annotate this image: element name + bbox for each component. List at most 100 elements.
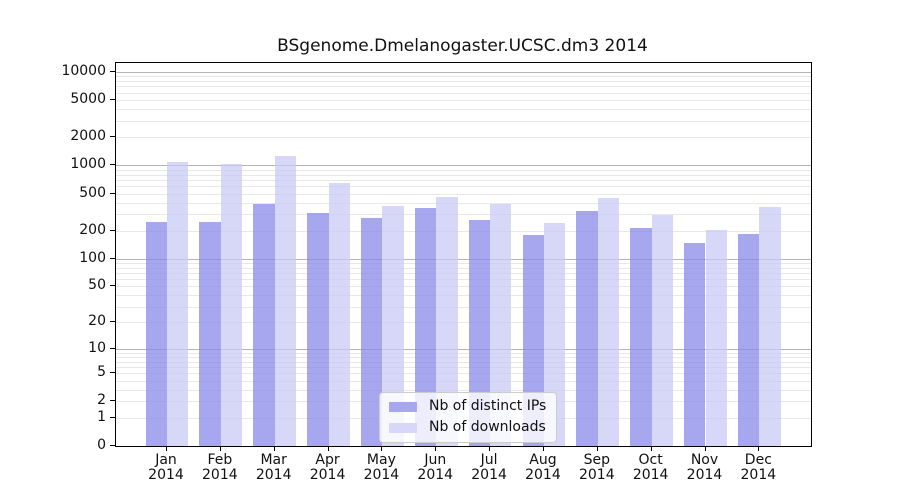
bar-distinct-ips-jun xyxy=(414,208,437,446)
bar-distinct-ips-jan xyxy=(145,221,167,446)
gridline-300 xyxy=(116,214,811,216)
y-tick-label-5000: 5000 xyxy=(70,91,106,108)
x-tick-mark-12 xyxy=(758,446,760,451)
bar-downloads-jun xyxy=(436,196,458,446)
x-tick-mark-5 xyxy=(381,446,383,451)
gridline-400 xyxy=(116,202,811,204)
chart-title: BSgenome.Dmelanogaster.UCSC.dm3 2014 xyxy=(277,36,648,56)
bar-distinct-ips-jul xyxy=(468,220,491,446)
x-tick-mark-10 xyxy=(650,446,652,451)
legend: Nb of distinct IPs Nb of downloads xyxy=(379,392,558,443)
gridline-2000 xyxy=(116,137,811,139)
x-tick-label-2: Feb 2014 xyxy=(202,452,238,483)
y-tick-label-1000: 1000 xyxy=(70,156,106,173)
y-tick-mark-10000 xyxy=(110,70,115,72)
bar-downloads-jan xyxy=(167,162,189,446)
y-tick-mark-200 xyxy=(110,229,115,231)
y-tick-mark-100 xyxy=(110,257,115,259)
y-tick-label-10000: 10000 xyxy=(61,62,106,79)
y-tick-mark-5000 xyxy=(110,99,115,101)
bar-downloads-nov xyxy=(705,230,727,446)
bar-downloads-jul xyxy=(490,204,512,446)
x-tick-label-6: Jun 2014 xyxy=(417,452,454,483)
y-tick-label-100: 100 xyxy=(79,249,106,266)
x-tick-label-7: Jul 2014 xyxy=(471,452,507,483)
gridline-50 xyxy=(116,286,811,288)
gridline-7 xyxy=(116,361,811,363)
y-tick-label-0: 0 xyxy=(97,437,106,453)
gridline-4000 xyxy=(116,109,811,111)
gridline-4 xyxy=(116,380,811,382)
gridline-100 xyxy=(116,258,811,260)
bar-downloads-dec xyxy=(759,206,781,446)
y-tick-mark-5 xyxy=(110,372,115,374)
x-tick-mark-6 xyxy=(435,446,437,451)
gridline-9 xyxy=(116,352,811,354)
gridline-80 xyxy=(116,267,811,269)
x-tick-label-9: Sep 2014 xyxy=(578,452,615,483)
gridline-10 xyxy=(116,348,811,350)
x-tick-mark-7 xyxy=(489,446,491,451)
bar-downloads-apr xyxy=(328,182,350,446)
legend-entry-downloads: Nb of downloads xyxy=(389,419,546,436)
gridline-5000 xyxy=(116,100,811,102)
bar-distinct-ips-nov xyxy=(684,242,706,446)
x-tick-label-4: Apr 2014 xyxy=(309,452,346,483)
gridline-70 xyxy=(116,272,811,274)
y-tick-label-50: 50 xyxy=(88,277,106,294)
y-tick-label-5: 5 xyxy=(97,364,106,381)
x-tick-mark-8 xyxy=(542,446,544,451)
bar-distinct-ips-sep xyxy=(576,210,598,446)
x-tick-label-1: Jan 2014 xyxy=(148,452,184,483)
gridline-600 xyxy=(116,186,811,188)
y-tick-mark-2000 xyxy=(110,136,115,138)
x-tick-label-10: Oct 2014 xyxy=(632,452,669,483)
gridline-5 xyxy=(116,373,811,375)
y-tick-label-200: 200 xyxy=(79,221,106,238)
gridline-8 xyxy=(116,356,811,358)
y-tick-mark-10 xyxy=(110,347,115,349)
y-tick-mark-1000 xyxy=(110,164,115,166)
gridline-1000 xyxy=(116,165,811,167)
y-tick-mark-50 xyxy=(110,285,115,287)
bar-distinct-ips-may xyxy=(361,218,383,446)
bar-downloads-aug xyxy=(543,222,566,446)
x-tick-mark-2 xyxy=(219,446,221,451)
x-tick-mark-3 xyxy=(273,446,275,451)
y-tick-label-10: 10 xyxy=(88,339,106,356)
gridline-40 xyxy=(116,295,811,297)
gridline-6 xyxy=(116,366,811,368)
bar-distinct-ips-oct xyxy=(630,228,652,446)
y-tick-label-20: 20 xyxy=(88,313,106,330)
y-tick-mark-20 xyxy=(110,321,115,323)
gridline-500 xyxy=(116,193,811,195)
gridline-800 xyxy=(116,174,811,176)
gridline-30 xyxy=(116,306,811,308)
y-tick-mark-2 xyxy=(110,400,115,402)
bar-downloads-may xyxy=(382,205,404,446)
bar-downloads-oct xyxy=(651,214,674,446)
x-tick-label-5: May 2014 xyxy=(363,452,400,483)
legend-label-distinct-ips: Nb of distinct IPs xyxy=(429,398,547,414)
legend-label-downloads: Nb of downloads xyxy=(429,419,546,435)
bar-distinct-ips-apr xyxy=(307,212,329,446)
gridline-7000 xyxy=(116,86,811,88)
bar-downloads-mar xyxy=(274,156,297,446)
bar-downloads-sep xyxy=(597,198,620,446)
y-tick-mark-1 xyxy=(110,416,115,418)
x-tick-label-3: Mar 2014 xyxy=(255,452,292,483)
legend-swatch-distinct-ips xyxy=(389,401,417,412)
gridline-9000 xyxy=(116,76,811,78)
gridline-700 xyxy=(116,179,811,181)
bar-distinct-ips-dec xyxy=(737,234,760,446)
x-tick-mark-11 xyxy=(704,446,706,451)
bar-distinct-ips-mar xyxy=(253,204,275,446)
gridline-900 xyxy=(116,169,811,171)
legend-entry-distinct-ips: Nb of distinct IPs xyxy=(389,398,546,415)
bar-downloads-feb xyxy=(220,164,243,446)
x-tick-label-12: Dec 2014 xyxy=(740,452,777,483)
x-tick-mark-1 xyxy=(166,446,167,451)
x-tick-label-8: Aug 2014 xyxy=(525,452,561,483)
gridline-8000 xyxy=(116,81,811,83)
